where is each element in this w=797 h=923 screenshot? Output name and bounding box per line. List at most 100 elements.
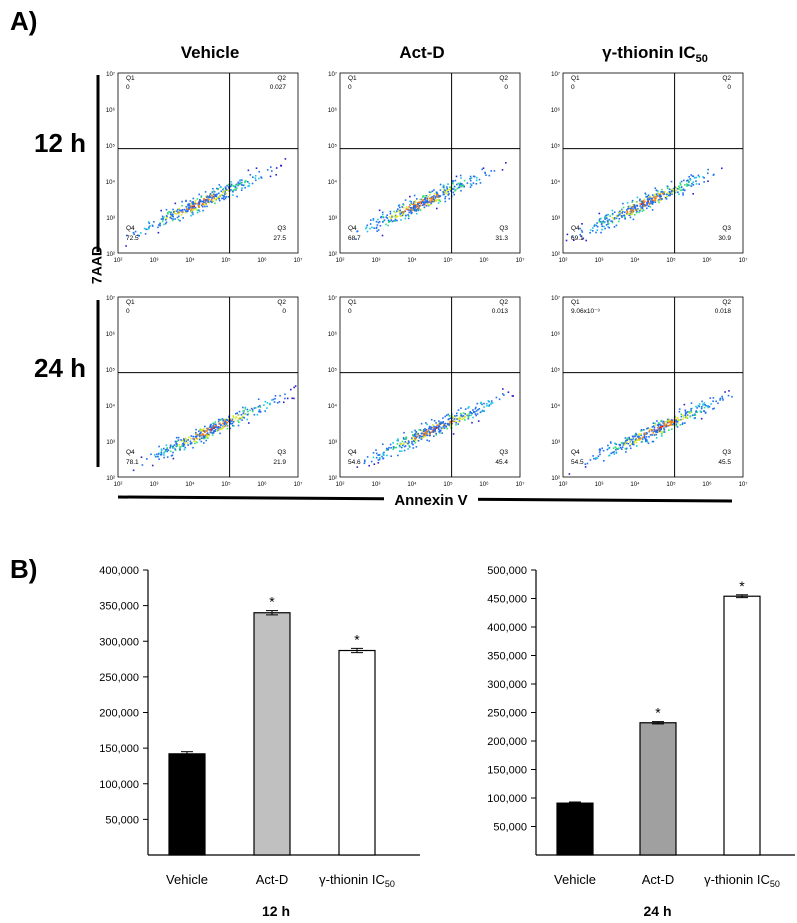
scatter-point	[153, 221, 155, 223]
category-label-thionin: γ-thionin IC50	[319, 872, 395, 889]
scatter-point	[648, 428, 651, 430]
scatter-point	[627, 442, 630, 445]
scatter-point	[482, 167, 485, 169]
scatter-point	[660, 191, 662, 193]
scatter-point	[181, 204, 183, 207]
scatter-point	[439, 432, 441, 434]
scatter-point	[421, 204, 424, 206]
scatter-point	[202, 209, 204, 212]
x-tick-label: 10⁵	[666, 481, 676, 488]
scatter-point	[404, 217, 407, 220]
scatter-point	[447, 183, 449, 185]
scatter-point	[157, 455, 159, 458]
scatter-point	[224, 197, 227, 200]
scatter-point	[140, 456, 143, 458]
scatter-point	[490, 401, 493, 404]
scatter-point	[660, 420, 662, 423]
scatter-point	[220, 194, 223, 196]
scatter-point	[232, 421, 235, 423]
scatter-point	[598, 212, 601, 215]
scatter-point	[449, 188, 451, 190]
scatter-point	[634, 435, 637, 438]
scatter-point	[597, 455, 600, 457]
scatter-point	[626, 437, 629, 439]
scatter-point	[380, 216, 383, 218]
scatter-point	[414, 433, 417, 435]
scatter-point	[447, 194, 450, 196]
scatter-point	[210, 431, 213, 433]
scatter-point	[148, 227, 150, 230]
scatter-point	[195, 208, 197, 210]
scatter-point	[399, 214, 401, 217]
scatter-point	[442, 427, 445, 429]
scatter-point	[430, 198, 432, 200]
scatter-point	[660, 435, 663, 437]
scatter-point	[600, 221, 602, 223]
scatter-point	[456, 412, 458, 415]
scatter-point	[375, 452, 378, 455]
scatter-point	[164, 222, 167, 225]
scatter-point	[452, 433, 455, 435]
quadrant-name-q1: Q1	[348, 75, 357, 82]
scatter-point	[143, 227, 146, 230]
x-tick-label: 10²	[336, 482, 345, 488]
y-tick-label: 10³	[551, 216, 560, 222]
scatter-point	[217, 420, 220, 423]
scatter-point	[176, 440, 179, 443]
scatter-point	[610, 442, 612, 444]
scatter-point	[695, 405, 697, 408]
scatter-point	[248, 422, 250, 424]
x-tick-label: 10³	[595, 482, 604, 488]
scatter-point	[294, 385, 297, 387]
scatter-point	[608, 218, 611, 221]
scatter-point	[276, 402, 279, 404]
scatter-point	[266, 407, 268, 409]
scatter-point	[225, 423, 228, 425]
scatter-point	[413, 209, 416, 211]
scatter-point	[414, 439, 417, 442]
category-label-text: γ-thionin IC	[704, 872, 770, 887]
scatter-point	[468, 406, 470, 408]
scatter-point	[584, 466, 587, 468]
scatter-point	[207, 437, 209, 439]
scatter-point	[621, 446, 624, 448]
scatter-point	[654, 424, 657, 426]
scatter-point	[291, 397, 293, 400]
scatter-point	[399, 209, 401, 212]
scatter-point	[206, 427, 208, 430]
scatter-point	[602, 449, 605, 452]
scatter-point	[211, 196, 213, 198]
scatter-point	[141, 464, 144, 466]
scatter-point	[225, 418, 228, 421]
scatter-point	[687, 179, 689, 182]
scatter-point	[388, 216, 391, 218]
x-tick-label: 10⁵	[221, 257, 231, 264]
scatter-point	[241, 419, 243, 421]
scatter-point	[424, 431, 427, 434]
scatter-point	[234, 186, 237, 188]
scatter-point	[430, 428, 432, 430]
x-tick-label: 10⁵	[221, 481, 231, 488]
scatter-point	[436, 194, 438, 196]
scatter-point	[389, 212, 392, 215]
scatter-point	[187, 205, 190, 207]
scatter-point	[132, 469, 135, 472]
scatter-point	[452, 180, 455, 182]
scatter-point	[436, 193, 439, 195]
scatter-point	[376, 230, 378, 232]
scatter-point	[433, 200, 435, 202]
scatter-point	[217, 418, 220, 421]
scatter-point	[660, 195, 662, 198]
scatter-point	[668, 424, 670, 427]
scatter-point	[713, 407, 715, 410]
chart-title: 24 h	[643, 903, 671, 919]
scatter-point	[160, 218, 163, 220]
scatter-point	[457, 187, 459, 189]
scatter-point	[686, 411, 689, 413]
scatter-point	[395, 215, 398, 217]
scatter-point	[435, 426, 437, 428]
scatter-point	[199, 429, 201, 431]
scatter-point	[695, 410, 698, 412]
scatter-point	[213, 191, 216, 193]
